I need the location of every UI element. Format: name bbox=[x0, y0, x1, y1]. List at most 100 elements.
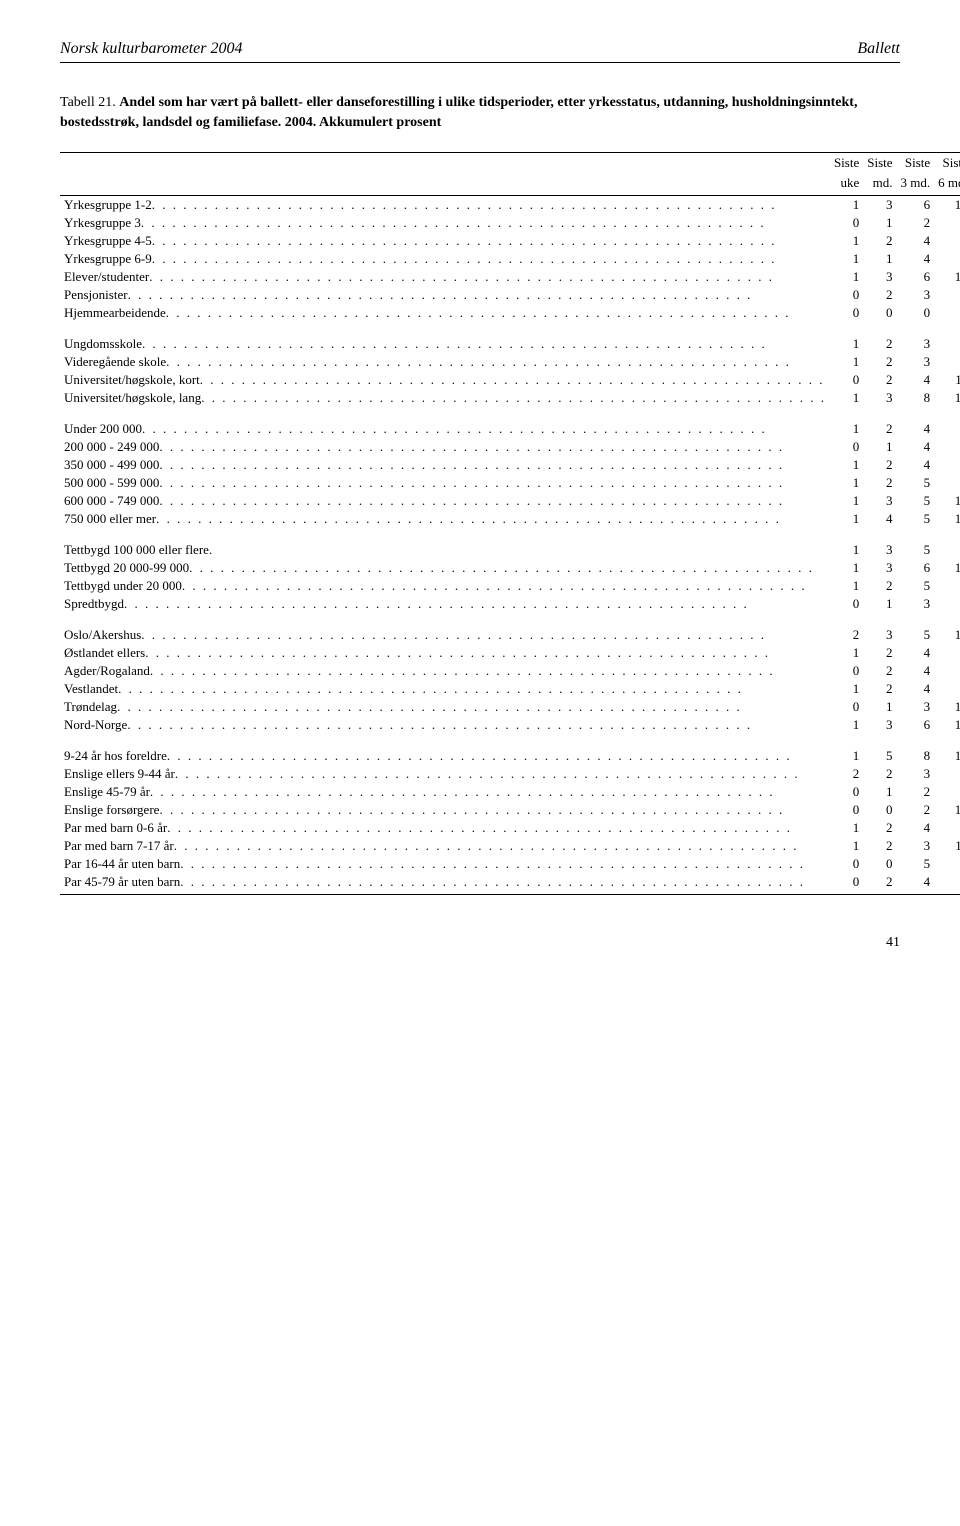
table-row: Yrkesgruppe 3 . . . . . . . . . . . . . … bbox=[60, 214, 960, 232]
cell: 0 bbox=[830, 783, 863, 801]
cell: 1 bbox=[863, 250, 896, 268]
cell: 10 bbox=[934, 492, 960, 510]
cell: 1 bbox=[830, 196, 863, 215]
cell: 7 bbox=[934, 644, 960, 662]
row-label: Enslige forsørgere . . . . . . . . . . .… bbox=[60, 801, 830, 819]
table-row: Østlandet ellers . . . . . . . . . . . .… bbox=[60, 644, 960, 662]
cell: 1 bbox=[863, 783, 896, 801]
cell: 9 bbox=[934, 680, 960, 698]
cell: 9 bbox=[934, 474, 960, 492]
cell: 2 bbox=[897, 783, 935, 801]
cell: 3 bbox=[863, 559, 896, 577]
row-label: Spredtbygd . . . . . . . . . . . . . . .… bbox=[60, 595, 830, 613]
cell: 0 bbox=[897, 304, 935, 322]
header-right: Ballett bbox=[857, 40, 900, 58]
page-number: 41 bbox=[60, 935, 900, 951]
cell: 1 bbox=[830, 644, 863, 662]
table-row: Videregående skole . . . . . . . . . . .… bbox=[60, 353, 960, 371]
table-row: Tettbygd under 20 000 . . . . . . . . . … bbox=[60, 577, 960, 595]
cell: 6 bbox=[934, 438, 960, 456]
table-row: Par 45-79 år uten barn . . . . . . . . .… bbox=[60, 873, 960, 895]
cell: 4 bbox=[897, 644, 935, 662]
table-row: 200 000 - 249 000 . . . . . . . . . . . … bbox=[60, 438, 960, 456]
row-label: Par 45-79 år uten barn . . . . . . . . .… bbox=[60, 873, 830, 895]
cell: 2 bbox=[897, 801, 935, 819]
cell: 4 bbox=[897, 456, 935, 474]
table-row: Agder/Rogaland . . . . . . . . . . . . .… bbox=[60, 662, 960, 680]
cell: 4 bbox=[897, 873, 935, 895]
table-row: 9-24 år hos foreldre . . . . . . . . . .… bbox=[60, 734, 960, 765]
cell: 5 bbox=[934, 250, 960, 268]
row-label: Enslige 45-79 år . . . . . . . . . . . .… bbox=[60, 783, 830, 801]
cell: 10 bbox=[934, 268, 960, 286]
cell: 4 bbox=[934, 322, 960, 353]
row-label: 350 000 - 499 000 . . . . . . . . . . . … bbox=[60, 456, 830, 474]
table-row: Enslige 45-79 år . . . . . . . . . . . .… bbox=[60, 783, 960, 801]
row-label: Tettbygd 20 000-99 000 . . . . . . . . .… bbox=[60, 559, 830, 577]
cell: 2 bbox=[863, 765, 896, 783]
cell: 1 bbox=[830, 353, 863, 371]
cell: 7 bbox=[934, 407, 960, 438]
cell: 8 bbox=[897, 389, 935, 407]
col-header bbox=[60, 173, 830, 196]
row-label: Yrkesgruppe 4-5 . . . . . . . . . . . . … bbox=[60, 232, 830, 250]
cell: 0 bbox=[863, 801, 896, 819]
cell: 0 bbox=[863, 304, 896, 322]
cell: 2 bbox=[863, 456, 896, 474]
cell: 2 bbox=[863, 577, 896, 595]
cell: 2 bbox=[863, 232, 896, 250]
table-row: Tettbygd 100 000 eller flere .1359152433… bbox=[60, 528, 960, 559]
cell: 1 bbox=[830, 492, 863, 510]
cell: 5 bbox=[897, 474, 935, 492]
row-label: Par 16-44 år uten barn . . . . . . . . .… bbox=[60, 855, 830, 873]
cell: 5 bbox=[934, 286, 960, 304]
col-header: 6 md. bbox=[934, 173, 960, 196]
cell: 6 bbox=[897, 268, 935, 286]
cell: 1 bbox=[830, 232, 863, 250]
title-text: Andel som har vært på ballett- eller dan… bbox=[60, 95, 857, 130]
table-head: SisteSisteSisteSisteSisteSisteSisteSiste… bbox=[60, 153, 960, 196]
table-title: Tabell 21. Andel som har vært på ballett… bbox=[60, 93, 900, 132]
cell: 10 bbox=[934, 559, 960, 577]
row-label: 200 000 - 249 000 . . . . . . . . . . . … bbox=[60, 438, 830, 456]
cell: 2 bbox=[863, 474, 896, 492]
cell: 1 bbox=[830, 819, 863, 837]
cell: 1 bbox=[863, 595, 896, 613]
cell: 1 bbox=[830, 407, 863, 438]
cell: 11 bbox=[934, 837, 960, 855]
cell: 0 bbox=[830, 855, 863, 873]
cell: 4 bbox=[897, 232, 935, 250]
cell: 6 bbox=[934, 353, 960, 371]
cell: 2 bbox=[863, 407, 896, 438]
cell: 4 bbox=[897, 438, 935, 456]
cell: 5 bbox=[897, 577, 935, 595]
cell: 1 bbox=[830, 322, 863, 353]
cell: 3 bbox=[897, 353, 935, 371]
cell: 1 bbox=[830, 456, 863, 474]
cell: 1 bbox=[830, 389, 863, 407]
cell: 4 bbox=[897, 819, 935, 837]
table-row: Trøndelag . . . . . . . . . . . . . . . … bbox=[60, 698, 960, 716]
cell: 3 bbox=[863, 492, 896, 510]
row-label: Ungdomsskole . . . . . . . . . . . . . .… bbox=[60, 322, 830, 353]
row-label: Østlandet ellers . . . . . . . . . . . .… bbox=[60, 644, 830, 662]
cell: 3 bbox=[897, 698, 935, 716]
row-label: Elever/studenter . . . . . . . . . . . .… bbox=[60, 268, 830, 286]
cell: 2 bbox=[863, 680, 896, 698]
table-row: Hjemmearbeidende . . . . . . . . . . . .… bbox=[60, 304, 960, 322]
cell: 1 bbox=[830, 680, 863, 698]
cell: 4 bbox=[863, 510, 896, 528]
row-label: 9-24 år hos foreldre . . . . . . . . . .… bbox=[60, 734, 830, 765]
cell: 2 bbox=[863, 371, 896, 389]
data-table: SisteSisteSisteSisteSisteSisteSisteSiste… bbox=[60, 152, 960, 895]
cell: 2 bbox=[897, 214, 935, 232]
cell: 2 bbox=[863, 353, 896, 371]
row-label: Enslige ellers 9-44 år . . . . . . . . .… bbox=[60, 765, 830, 783]
col-header: Siste bbox=[897, 153, 935, 174]
cell: 2 bbox=[830, 613, 863, 644]
cell: 5 bbox=[934, 662, 960, 680]
cell: 5 bbox=[863, 734, 896, 765]
table-row: Nord-Norge . . . . . . . . . . . . . . .… bbox=[60, 716, 960, 734]
row-label: Par med barn 7-17 år . . . . . . . . . .… bbox=[60, 837, 830, 855]
cell: 3 bbox=[897, 837, 935, 855]
